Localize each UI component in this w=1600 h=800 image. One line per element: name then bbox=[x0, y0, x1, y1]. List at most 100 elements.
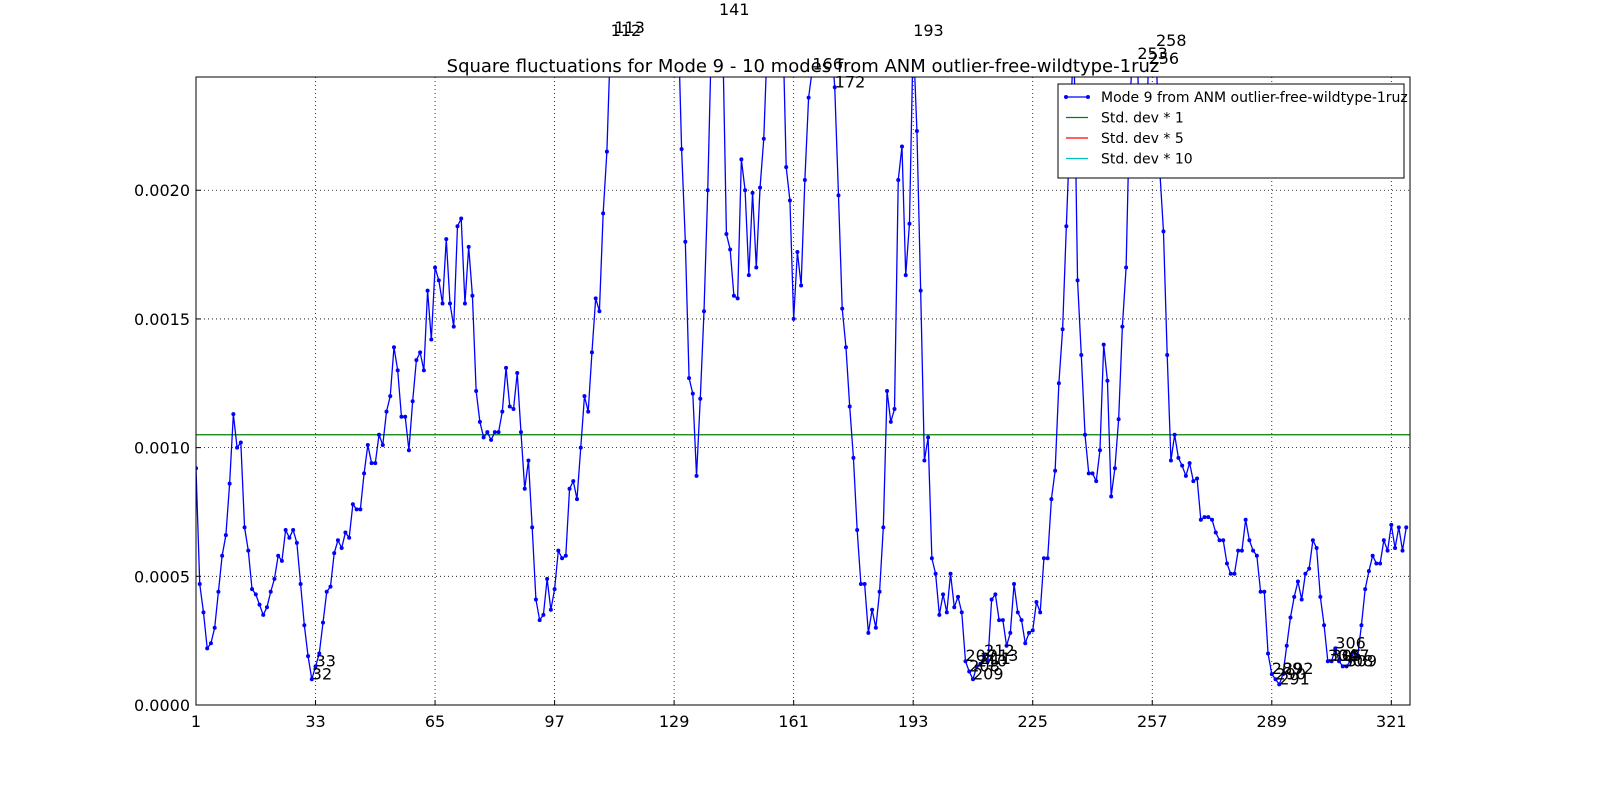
point bbox=[377, 432, 382, 437]
point bbox=[242, 525, 247, 530]
point bbox=[406, 448, 411, 453]
annotation: 292 bbox=[1283, 659, 1314, 678]
point bbox=[1165, 352, 1170, 357]
point bbox=[556, 548, 561, 553]
point bbox=[425, 288, 430, 293]
point bbox=[724, 232, 729, 236]
point bbox=[1262, 589, 1267, 594]
point bbox=[933, 571, 938, 576]
point bbox=[1280, 672, 1285, 677]
point bbox=[993, 592, 998, 597]
x-tick-label: 225 bbox=[1017, 712, 1048, 731]
point bbox=[522, 486, 527, 491]
point bbox=[429, 337, 434, 342]
point bbox=[851, 455, 856, 460]
point bbox=[384, 409, 389, 414]
annotation: 309 bbox=[1346, 651, 1377, 670]
point bbox=[526, 458, 531, 463]
point bbox=[1303, 571, 1308, 576]
point bbox=[1266, 651, 1271, 656]
point bbox=[1389, 522, 1394, 527]
point bbox=[1318, 594, 1323, 599]
point bbox=[1239, 548, 1244, 553]
point bbox=[257, 602, 262, 607]
point bbox=[1224, 561, 1229, 566]
point bbox=[903, 273, 908, 278]
point bbox=[780, 8, 784, 12]
point bbox=[339, 546, 344, 550]
point bbox=[1351, 648, 1356, 653]
point bbox=[436, 278, 441, 283]
point bbox=[537, 618, 542, 623]
point bbox=[1056, 381, 1061, 386]
point bbox=[444, 237, 449, 242]
point bbox=[758, 185, 763, 190]
point bbox=[1083, 432, 1088, 437]
point bbox=[1333, 646, 1338, 651]
point bbox=[571, 479, 576, 484]
annotation: 113 bbox=[614, 18, 645, 37]
point bbox=[391, 345, 396, 350]
point bbox=[1195, 476, 1200, 481]
point bbox=[1105, 378, 1110, 383]
point bbox=[507, 404, 512, 409]
point bbox=[1344, 664, 1349, 669]
annotation: 166 bbox=[812, 54, 843, 73]
point bbox=[1124, 265, 1129, 270]
point bbox=[335, 538, 340, 543]
point bbox=[888, 419, 893, 424]
point bbox=[1393, 546, 1398, 550]
point bbox=[1217, 538, 1222, 543]
point bbox=[728, 247, 733, 252]
point bbox=[365, 443, 370, 448]
point bbox=[1038, 610, 1043, 615]
point bbox=[982, 654, 987, 659]
annotation: 291 bbox=[1279, 669, 1310, 688]
point bbox=[261, 612, 266, 617]
point bbox=[403, 414, 408, 419]
point bbox=[231, 412, 236, 417]
x-tick-label: 1 bbox=[191, 712, 201, 731]
point bbox=[1041, 556, 1046, 561]
point bbox=[1060, 327, 1065, 332]
x-tick-label: 257 bbox=[1137, 712, 1168, 731]
point bbox=[466, 244, 471, 249]
point bbox=[1079, 352, 1084, 357]
point bbox=[676, 8, 680, 12]
point bbox=[1109, 494, 1114, 499]
point bbox=[317, 651, 322, 656]
point bbox=[705, 188, 710, 193]
point bbox=[766, 34, 770, 38]
point bbox=[264, 605, 269, 610]
point bbox=[1288, 615, 1293, 620]
point bbox=[1180, 463, 1185, 468]
y-tick-label: 0.0015 bbox=[134, 310, 190, 329]
point bbox=[283, 527, 288, 532]
annotation: 305 bbox=[1332, 646, 1363, 665]
point bbox=[1094, 479, 1099, 484]
x-tick-label: 65 bbox=[425, 712, 445, 731]
point bbox=[201, 610, 206, 615]
point bbox=[1049, 497, 1054, 502]
annotation: 213 bbox=[988, 646, 1019, 665]
point bbox=[1396, 525, 1401, 530]
point bbox=[1000, 618, 1005, 623]
point bbox=[978, 661, 983, 666]
point bbox=[702, 309, 707, 314]
x-tick-label: 33 bbox=[305, 712, 325, 731]
point bbox=[343, 530, 348, 535]
annotation: 32 bbox=[312, 664, 332, 683]
point bbox=[474, 389, 479, 393]
point bbox=[754, 265, 759, 270]
point bbox=[1023, 641, 1028, 646]
point bbox=[941, 592, 946, 597]
point bbox=[373, 461, 378, 466]
point bbox=[291, 527, 296, 532]
point bbox=[1198, 517, 1203, 522]
point bbox=[496, 430, 501, 435]
point bbox=[761, 136, 766, 141]
point bbox=[739, 157, 744, 162]
point bbox=[1045, 556, 1050, 561]
point bbox=[575, 497, 580, 502]
